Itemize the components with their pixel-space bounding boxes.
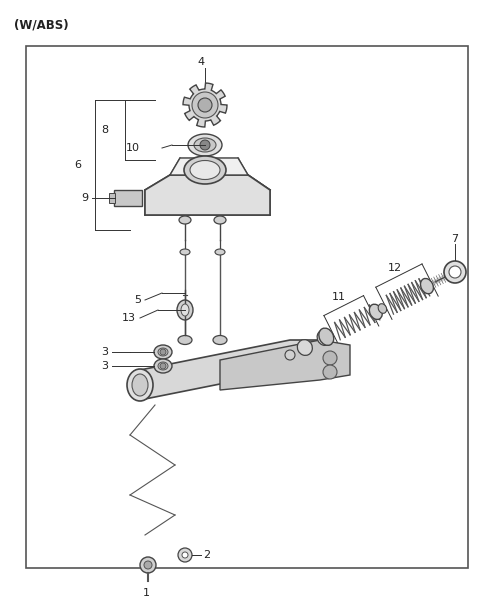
Ellipse shape xyxy=(213,336,227,345)
Circle shape xyxy=(140,557,156,573)
Text: 4: 4 xyxy=(197,57,204,67)
Circle shape xyxy=(200,140,210,150)
Bar xyxy=(109,193,115,203)
Ellipse shape xyxy=(214,216,226,224)
Bar xyxy=(114,190,142,206)
Ellipse shape xyxy=(369,304,382,319)
Text: 8: 8 xyxy=(101,125,108,135)
Circle shape xyxy=(160,349,166,355)
Circle shape xyxy=(192,92,218,118)
Bar xyxy=(26,46,468,568)
Ellipse shape xyxy=(215,249,225,255)
Text: 10: 10 xyxy=(126,143,140,153)
Circle shape xyxy=(144,561,152,569)
Ellipse shape xyxy=(420,278,433,294)
Text: 3: 3 xyxy=(101,361,108,371)
Ellipse shape xyxy=(319,328,334,345)
Text: 3: 3 xyxy=(101,347,108,357)
Circle shape xyxy=(198,98,212,112)
Ellipse shape xyxy=(177,300,193,320)
Polygon shape xyxy=(170,158,248,175)
Polygon shape xyxy=(145,175,270,215)
Ellipse shape xyxy=(178,336,192,345)
Text: 7: 7 xyxy=(451,234,458,244)
Circle shape xyxy=(160,363,166,369)
Polygon shape xyxy=(140,340,320,400)
Ellipse shape xyxy=(154,359,172,373)
Ellipse shape xyxy=(194,138,216,152)
Circle shape xyxy=(285,350,295,360)
Ellipse shape xyxy=(158,362,168,370)
Text: 13: 13 xyxy=(122,313,136,323)
Polygon shape xyxy=(220,340,350,390)
Ellipse shape xyxy=(190,161,220,179)
Ellipse shape xyxy=(127,369,153,401)
Text: 12: 12 xyxy=(388,263,402,274)
Ellipse shape xyxy=(188,134,222,156)
Ellipse shape xyxy=(317,330,332,345)
Text: 9: 9 xyxy=(81,193,88,203)
Circle shape xyxy=(444,261,466,283)
Circle shape xyxy=(323,351,337,365)
Ellipse shape xyxy=(179,216,191,224)
Circle shape xyxy=(182,552,188,558)
Ellipse shape xyxy=(297,340,312,356)
Text: 5: 5 xyxy=(134,295,141,305)
Polygon shape xyxy=(183,83,227,127)
Ellipse shape xyxy=(132,374,148,396)
Text: (W/ABS): (W/ABS) xyxy=(14,18,69,31)
Circle shape xyxy=(449,266,461,278)
Ellipse shape xyxy=(180,249,190,255)
Ellipse shape xyxy=(184,156,226,184)
Text: 2: 2 xyxy=(203,550,210,560)
Text: 6: 6 xyxy=(74,160,82,170)
Ellipse shape xyxy=(181,304,189,316)
Circle shape xyxy=(323,365,337,379)
Text: 11: 11 xyxy=(332,292,346,302)
Ellipse shape xyxy=(378,304,386,313)
Circle shape xyxy=(178,548,192,562)
Text: 1: 1 xyxy=(143,588,149,598)
Ellipse shape xyxy=(158,348,168,356)
Ellipse shape xyxy=(154,345,172,359)
